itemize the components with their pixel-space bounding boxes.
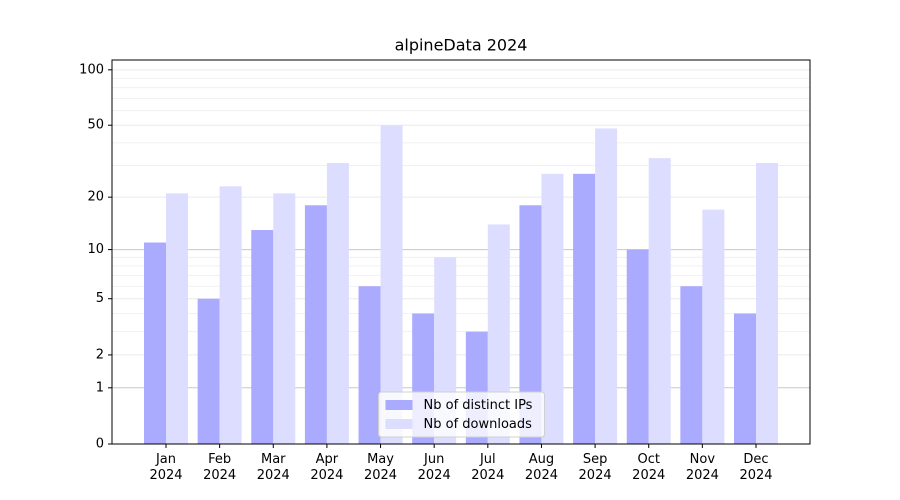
- y-tick-label: 2: [96, 347, 104, 362]
- bar: [519, 205, 542, 444]
- bar: [756, 163, 778, 444]
- bar: [626, 249, 649, 444]
- bar: [251, 230, 274, 444]
- x-tick-label: Jan 2024: [149, 452, 183, 483]
- x-tick-label: Aug 2024: [524, 452, 558, 483]
- x-tick-label: Feb 2024: [203, 452, 237, 483]
- bar: [358, 286, 381, 444]
- legend-swatch: [385, 419, 413, 429]
- bar: [197, 298, 220, 444]
- bar: [219, 186, 242, 444]
- bar: [166, 193, 188, 444]
- x-tick-label: Nov 2024: [685, 452, 719, 483]
- y-tick-label: 10: [87, 242, 104, 257]
- bar: [680, 286, 703, 444]
- y-tick-label: 0: [96, 437, 104, 452]
- bar: [487, 224, 510, 444]
- legend-swatch: [385, 400, 413, 410]
- x-tick-label: Mar 2024: [256, 452, 290, 483]
- y-tick-label: 1: [96, 380, 104, 395]
- legend-frame: [378, 391, 545, 438]
- x-tick-label: Oct 2024: [632, 452, 666, 483]
- bar: [273, 193, 296, 444]
- chart-title: alpineData 2024: [395, 36, 528, 55]
- legend-label: Nb of distinct IPs: [424, 398, 533, 413]
- bar: [541, 173, 564, 444]
- x-tick-label: Jun 2024: [417, 452, 451, 483]
- bar: [573, 173, 596, 444]
- bar: [326, 163, 349, 444]
- x-tick-label: May 2024: [363, 452, 398, 483]
- y-tick-label: 50: [87, 118, 104, 133]
- x-tick-label: Dec 2024: [739, 452, 773, 483]
- legend: Nb of distinct IPs Nb of downloads: [378, 391, 545, 438]
- x-tick-label: Sep 2024: [578, 452, 612, 483]
- y-tick-label: 100: [79, 62, 104, 77]
- x-tick-label: Jul 2024: [471, 452, 505, 483]
- bar: [734, 313, 756, 444]
- legend-label: Nb of downloads: [424, 417, 533, 432]
- bar: [648, 158, 671, 444]
- bar: [702, 209, 725, 444]
- axes-frame: [111, 59, 811, 445]
- bar: [595, 128, 618, 445]
- bar: [144, 242, 166, 444]
- y-tick-label: 5: [96, 291, 104, 306]
- bar: [380, 125, 403, 445]
- y-tick-label: 20: [87, 190, 104, 205]
- bar: [304, 205, 327, 444]
- x-tick-label: Apr 2024: [310, 452, 344, 483]
